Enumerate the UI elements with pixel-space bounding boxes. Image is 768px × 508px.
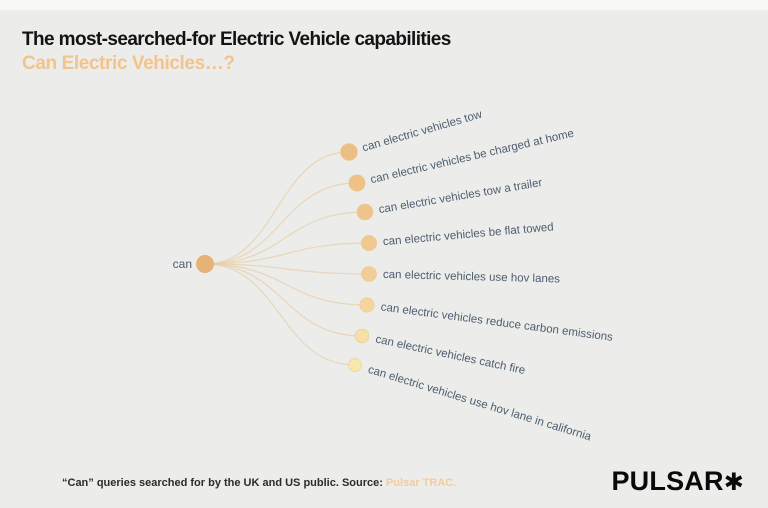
query-node	[354, 328, 370, 344]
query-label: can electric vehicles use hov lanes	[383, 269, 561, 286]
root-node-group: can	[173, 255, 214, 273]
footer-source-credit: Pulsar TRAC.	[385, 477, 457, 489]
link-path	[204, 263, 368, 306]
query-node	[361, 266, 377, 282]
query-node	[348, 358, 362, 372]
query-label: can electric vehicles catch fire	[374, 334, 526, 377]
query-node-group: can electric vehicles be flat towed	[361, 221, 554, 251]
query-label: can electric vehicles reduce carbon emis…	[380, 301, 614, 343]
query-node-group: can electric vehicles use hov lanes	[361, 266, 561, 286]
link-path	[204, 263, 363, 337]
tree-links	[204, 151, 370, 366]
query-label: can electric vehicles tow a trailer	[378, 177, 543, 216]
query-node-group: can electric vehicles reduce carbon emis…	[359, 297, 614, 344]
footer-caption-text: “Can” queries searched for by the UK and…	[62, 477, 386, 489]
query-node	[359, 297, 375, 313]
query-node	[356, 203, 374, 221]
root-node-label: can	[173, 257, 192, 271]
footer-caption: “Can” queries searched for by the UK and…	[62, 477, 456, 489]
query-node	[361, 235, 377, 251]
link-path	[204, 242, 370, 265]
chart-title: The most-searched-for Electric Vehicle c…	[22, 29, 451, 50]
pulsar-logo-text: PULSAR	[611, 466, 724, 496]
query-node-group: can electric vehicles use hov lane in ca…	[348, 358, 593, 444]
query-node	[340, 143, 358, 161]
chart-header: The most-searched-for Electric Vehicle c…	[22, 28, 451, 76]
root-node	[196, 255, 214, 273]
query-node	[348, 174, 366, 192]
link-path	[204, 211, 366, 265]
pulsar-logo-asterisk-icon: ✱	[723, 469, 744, 496]
query-node-group: can electric vehicles tow a trailer	[356, 177, 543, 221]
query-label: can electric vehicles be flat towed	[382, 221, 554, 248]
link-path	[204, 263, 356, 366]
link-path	[204, 182, 358, 265]
query-label: can electric vehicles use hov lane in ca…	[366, 364, 593, 444]
pulsar-logo: PULSAR✱	[611, 466, 744, 497]
link-path	[204, 263, 370, 275]
query-label: can electric vehicles tow	[361, 108, 484, 154]
top-highlight-strip	[0, 0, 768, 10]
chart-subtitle: Can Electric Vehicles…?	[22, 53, 235, 74]
link-path	[204, 151, 350, 265]
